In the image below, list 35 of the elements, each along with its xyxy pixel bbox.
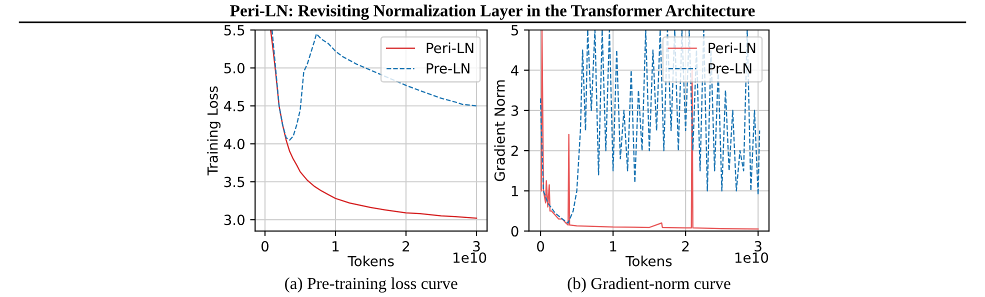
y-tick-label: 2 [511, 146, 518, 156]
y-tick-label: 3 [511, 105, 518, 116]
y-tick-label: 5.5 [224, 25, 244, 36]
y-axis-title: Training Loss [207, 86, 221, 176]
legend-label: Pre-LN [708, 63, 752, 74]
y-tick-label: 1 [512, 186, 518, 196]
text: 1e10 [454, 252, 486, 263]
text: (a) Pre-training loss curve [285, 277, 458, 293]
y-tick-label: 4.0 [224, 138, 244, 150]
y-axis-title: Gradient Norm [494, 80, 505, 182]
y-tick-label: 5.0 [224, 62, 244, 74]
y-tick-label: 3.5 [224, 176, 244, 188]
x-tick-label: 1 [332, 241, 339, 252]
x-axis-title: Tokens [348, 256, 394, 266]
text: (b) Gradient-norm curve [568, 277, 730, 293]
x-tick-label: 0 [537, 241, 544, 252]
legend-label: Pre-LN [426, 63, 470, 74]
y-tick-label: 3.0 [224, 214, 244, 226]
x-tick-label: 0 [261, 241, 268, 252]
x-tick-label: 1 [610, 241, 616, 252]
y-tick-label: 0 [511, 226, 518, 237]
text: 1e10 [735, 252, 768, 263]
text: Peri-LN: Revisiting Normalization Layer in the Transformer Architecture [230, 4, 755, 20]
line-series [270, 30, 478, 219]
x-axis-title: Tokens [626, 256, 672, 266]
x-tick-label: 3 [473, 241, 480, 252]
y-tick-label: 4 [511, 65, 518, 76]
y-tick-label: 5 [511, 25, 518, 36]
legend-label: Peri-LN [708, 42, 756, 54]
line-series [271, 30, 478, 141]
x-tick-label: 2 [682, 241, 689, 252]
y-tick-label: 4.5 [224, 101, 244, 112]
x-tick-label: 3 [754, 241, 762, 252]
legend-label: Peri-LN [426, 42, 474, 54]
x-tick-label: 2 [402, 241, 410, 252]
